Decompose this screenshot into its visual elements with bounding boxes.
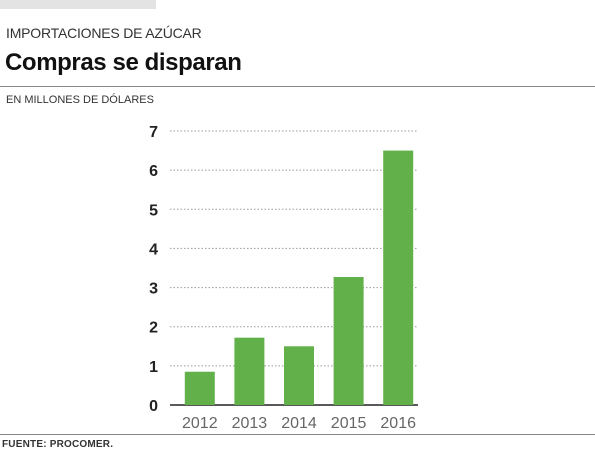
bar-2014	[284, 346, 314, 405]
source-note: FUENTE: PROCOMER.	[2, 439, 114, 450]
y-tick-label: 3	[149, 281, 158, 298]
y-tick-label: 5	[149, 202, 158, 219]
bar-2016	[383, 150, 414, 405]
footer-divider	[0, 434, 595, 435]
bar-2012	[184, 371, 215, 405]
y-tick-label: 6	[149, 163, 158, 180]
x-tick-label: 2013	[232, 415, 268, 432]
x-tick-label: 2012	[182, 415, 218, 432]
bar-2015	[333, 277, 364, 405]
x-tick-label: 2016	[380, 415, 416, 432]
y-tick-label: 2	[149, 320, 158, 337]
bar-2013	[234, 337, 265, 405]
y-tick-label: 4	[149, 241, 158, 258]
x-axis-ticks: 2012 2013 2014 2015 2016	[182, 415, 416, 432]
y-tick-label: 1	[149, 359, 158, 376]
x-tick-label: 2015	[331, 415, 367, 432]
y-axis-ticks: 0 1 2 3 4 5 6 7	[149, 124, 158, 415]
chart-title: Compras se disparan	[5, 49, 242, 76]
y-tick-label: 7	[149, 124, 158, 141]
bars	[184, 150, 414, 405]
y-tick-label: 0	[149, 398, 158, 415]
header-divider	[0, 86, 595, 87]
top-accent-bar	[0, 0, 156, 9]
units-label: EN MILLONES DE DÓLARES	[6, 94, 154, 106]
x-tick-label: 2014	[281, 415, 317, 432]
chart-kicker: IMPORTACIONES DE AZÚCAR	[6, 25, 202, 41]
